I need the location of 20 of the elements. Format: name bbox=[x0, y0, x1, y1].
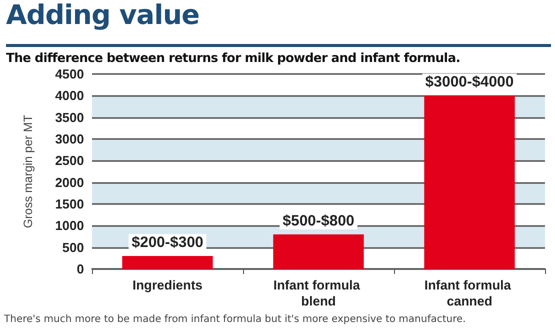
x-tick-label: Ingredients bbox=[132, 278, 203, 292]
y-axis-title: Gross margin per MT bbox=[21, 114, 35, 228]
y-tick-label: 3500 bbox=[55, 110, 84, 125]
y-tick-label: 3000 bbox=[55, 132, 84, 146]
y-tick-label: 1000 bbox=[55, 218, 84, 234]
y-tick-label: 500 bbox=[62, 240, 84, 255]
chart-subtitle: The difference between returns for milk powder and infant formula. bbox=[6, 44, 551, 65]
y-tick-label: 2000 bbox=[55, 174, 84, 190]
data-label: $3000-$4000 bbox=[425, 74, 514, 91]
y-tick-label: 4500 bbox=[55, 66, 84, 82]
x-tick-label: Infant formula canned bbox=[424, 278, 515, 308]
data-label: $200-$300 bbox=[132, 234, 204, 251]
text: There's much more to be made from infant formula but it's more expensive to manufacture. bbox=[4, 314, 466, 325]
data-label: $500-$800 bbox=[282, 212, 354, 230]
y-tick-label: 0 bbox=[76, 262, 84, 276]
x-tick-label: Infant formula blend bbox=[273, 278, 364, 308]
chart-title: Adding value bbox=[6, 0, 200, 31]
y-tick-label: 1500 bbox=[55, 196, 84, 212]
y-tick-label: 4000 bbox=[55, 88, 84, 104]
y-tick-label: 2500 bbox=[55, 153, 84, 168]
